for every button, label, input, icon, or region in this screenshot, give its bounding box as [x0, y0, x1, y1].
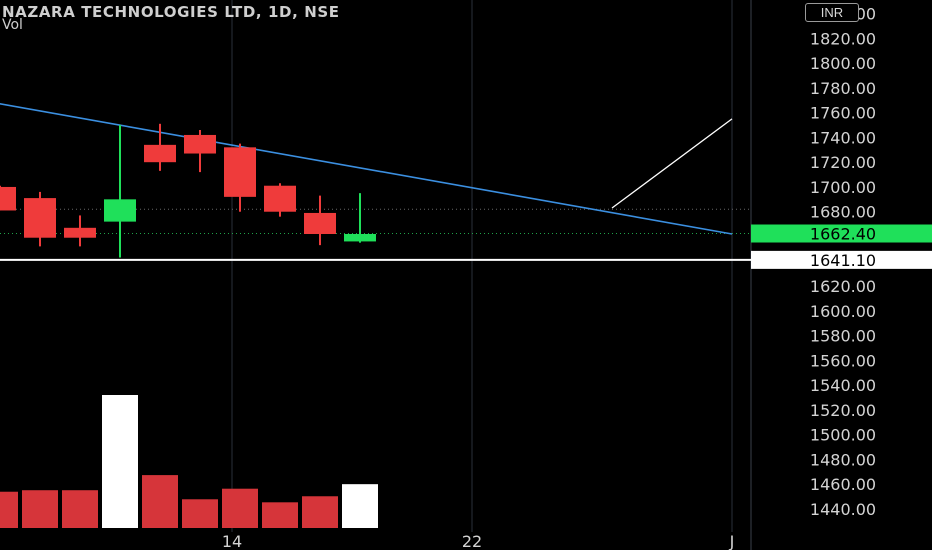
price-tick-label: 1520.00 [810, 401, 876, 420]
price-tick-label: 1560.00 [810, 351, 876, 370]
price-tick-label: 1540.00 [810, 376, 876, 395]
candle-body[interactable] [304, 212, 336, 234]
grid-lines [0, 0, 752, 550]
volume-bar [0, 491, 18, 528]
volume-label: Vol [2, 17, 23, 33]
price-tick-label: 1620.00 [810, 277, 876, 296]
price-tick-label: 1780.00 [810, 79, 876, 98]
price-tick-label: 1680.00 [810, 203, 876, 222]
price-tick-label: 1580.00 [810, 327, 876, 346]
candle-body[interactable] [64, 227, 96, 238]
candle-body[interactable] [24, 198, 56, 238]
price-tick-label: 1440.00 [810, 500, 876, 519]
volume-bar [62, 490, 98, 528]
drawn-lines[interactable] [0, 100, 751, 261]
price-tick-label: 1720.00 [810, 153, 876, 172]
price-tick-label: 1740.00 [810, 128, 876, 147]
volume-bar [302, 496, 338, 528]
volume-bar [182, 499, 218, 528]
chart-title: NAZARA TECHNOLOGIES LTD, 1D, NSE [2, 3, 340, 21]
price-tick-label: 1760.00 [810, 104, 876, 123]
price-tick-label: 1600.00 [810, 302, 876, 321]
time-tick-label: 22 [462, 532, 482, 550]
price-tick-label: 1700.00 [810, 178, 876, 197]
candles[interactable] [0, 123, 376, 258]
volume-bar [342, 484, 378, 528]
time-tick-label: 14 [222, 532, 242, 550]
last-price-tag[interactable] [751, 224, 932, 243]
candle-body[interactable] [344, 234, 376, 242]
candle-body[interactable] [264, 185, 296, 212]
volume-bar [22, 490, 58, 528]
line-price-tag[interactable] [751, 250, 932, 269]
price-tick-label: 1820.00 [810, 29, 876, 48]
time-axis[interactable]: 14 22 J [222, 532, 735, 550]
candle-body[interactable] [104, 199, 136, 222]
price-axis[interactable]: 1840.001820.001800.001780.001760.001740.… [751, 5, 932, 519]
trendline[interactable] [0, 100, 733, 235]
drawn-line[interactable] [611, 118, 733, 209]
line-price-label: 1641.10 [810, 251, 876, 270]
candle-body[interactable] [224, 147, 256, 197]
candle-body[interactable] [0, 186, 16, 211]
candle-body[interactable] [144, 144, 176, 163]
volume-bar [142, 475, 178, 528]
volume-bar [222, 488, 258, 528]
price-tick-label: 1800.00 [810, 54, 876, 73]
currency-button[interactable]: INR [805, 3, 859, 22]
last-price-label: 1662.40 [810, 225, 876, 244]
candle-body[interactable] [184, 134, 216, 154]
volume-bar [262, 502, 298, 528]
volume-bar [102, 395, 138, 528]
price-tick-label: 1460.00 [810, 475, 876, 494]
volume-bars [0, 395, 378, 528]
price-tick-label: 1480.00 [810, 450, 876, 469]
time-tick-label: J [729, 532, 735, 550]
price-tick-label: 1500.00 [810, 426, 876, 445]
